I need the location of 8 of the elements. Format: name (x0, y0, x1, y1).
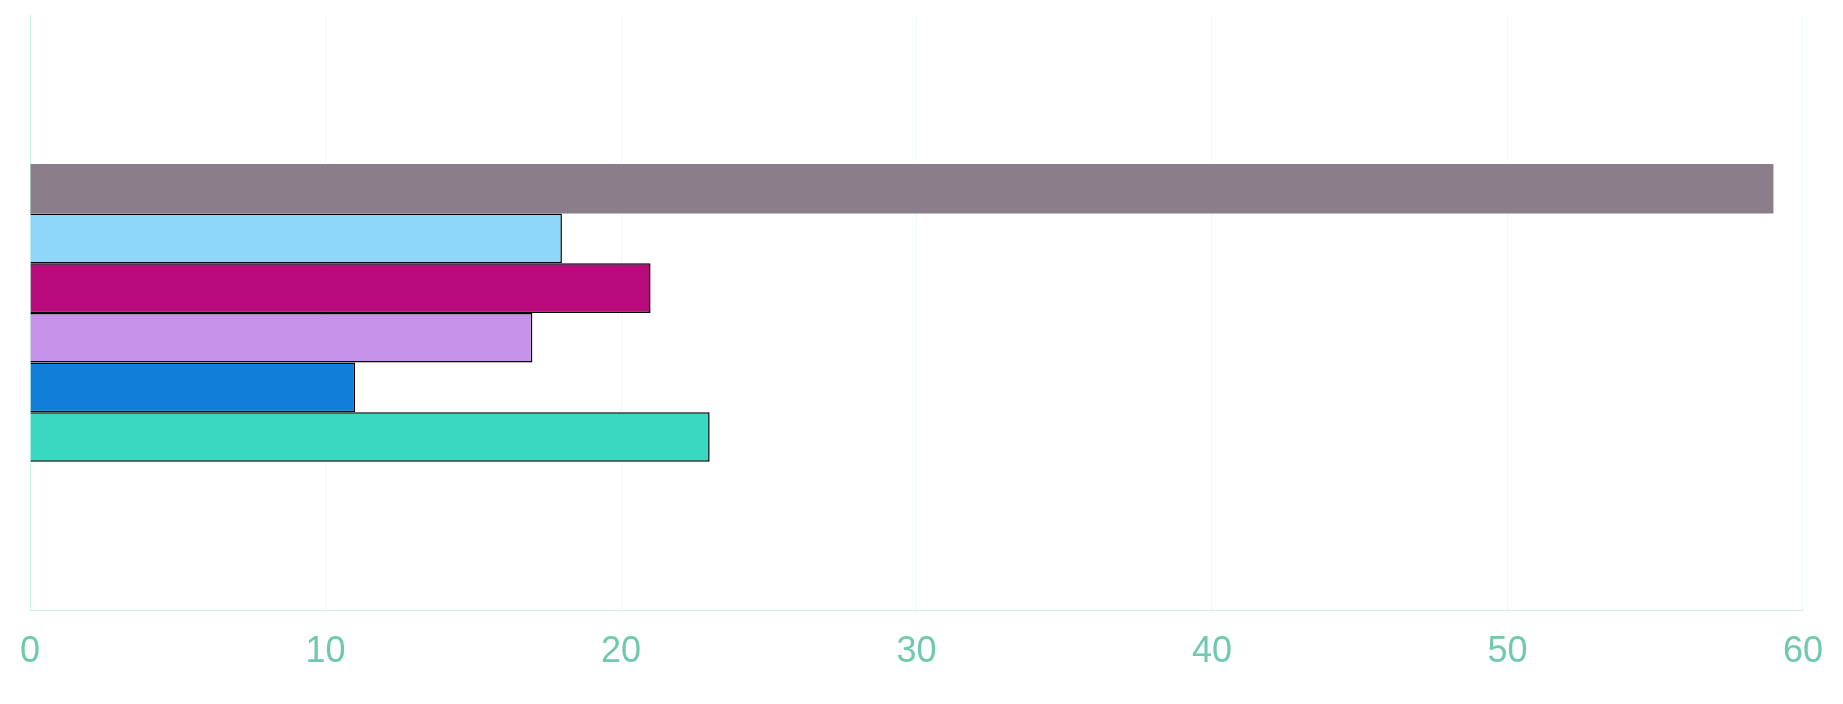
x-tick-label: 50 (1487, 629, 1528, 671)
x-tick-label: 20 (600, 629, 642, 671)
bar (30, 163, 1774, 214)
x-tick-label: 10 (305, 629, 346, 671)
x-tick-label: 0 (20, 629, 41, 671)
x-tick-label: 60 (1782, 629, 1823, 671)
x-tick-label: 40 (1191, 629, 1233, 671)
x-tick-label: 30 (896, 629, 937, 671)
